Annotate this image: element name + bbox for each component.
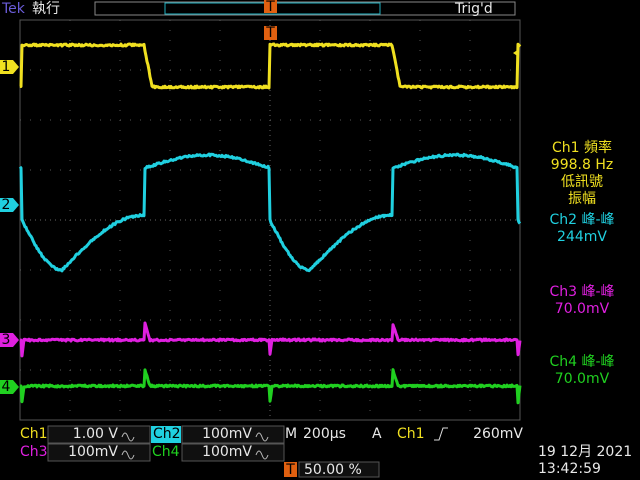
ch1-name: Ch1	[20, 426, 48, 442]
ch2-name: Ch2	[153, 426, 181, 442]
meas-value: 998.8 Hz	[551, 157, 613, 173]
meas-label: Ch3 峰-峰	[549, 284, 614, 300]
timebase-label: M	[285, 426, 297, 442]
ch3-scale: 100mV	[68, 444, 118, 460]
run-state: 執行	[32, 1, 60, 17]
meas-value: 244mV	[557, 229, 607, 245]
trigger-level: 260mV	[473, 426, 523, 442]
ch1-scale: 1.00 V	[73, 426, 119, 442]
time: 13:42:59	[538, 461, 601, 477]
meas-label: Ch2 峰-峰	[549, 212, 614, 228]
ch4-name: Ch4	[152, 444, 180, 460]
ch3-marker-label: 3	[2, 332, 11, 348]
trigger-status: Trig'd	[454, 1, 493, 17]
trigger-source: Ch1	[397, 426, 425, 442]
trigger-marker: T	[265, 0, 275, 15]
scope-screen: Tek 執行 T T Trig'd 1 2 3 4 Ch1 頻率 998.8 H…	[0, 0, 640, 480]
meas-note: 低訊號	[561, 174, 603, 190]
ch3-name: Ch3	[20, 444, 48, 460]
position-marker: T	[285, 462, 295, 478]
trigger-label: A	[372, 426, 382, 442]
trigger-level-marker: T	[265, 25, 275, 41]
meas-label: Ch4 峰-峰	[549, 354, 614, 370]
ch4-scale: 100mV	[202, 444, 252, 460]
ch1-marker-label: 1	[2, 59, 11, 75]
ch2-marker-label: 2	[2, 197, 11, 213]
position-value: 50.00 %	[304, 462, 362, 478]
timebase-value: 200µs	[303, 426, 346, 442]
ch2-scale: 100mV	[202, 426, 252, 442]
meas-label: Ch1 頻率	[552, 139, 612, 156]
ch4-marker-label: 4	[2, 379, 11, 395]
page: Tek 執行 T T Trig'd 1 2 3 4 Ch1 頻率 998.8 H…	[0, 0, 640, 480]
meas-value: 70.0mV	[555, 371, 610, 387]
brand: Tek	[1, 1, 26, 17]
meas-value: 70.0mV	[555, 301, 610, 317]
meas-note: 振幅	[568, 191, 596, 207]
date: 19 12月 2021	[538, 444, 632, 460]
